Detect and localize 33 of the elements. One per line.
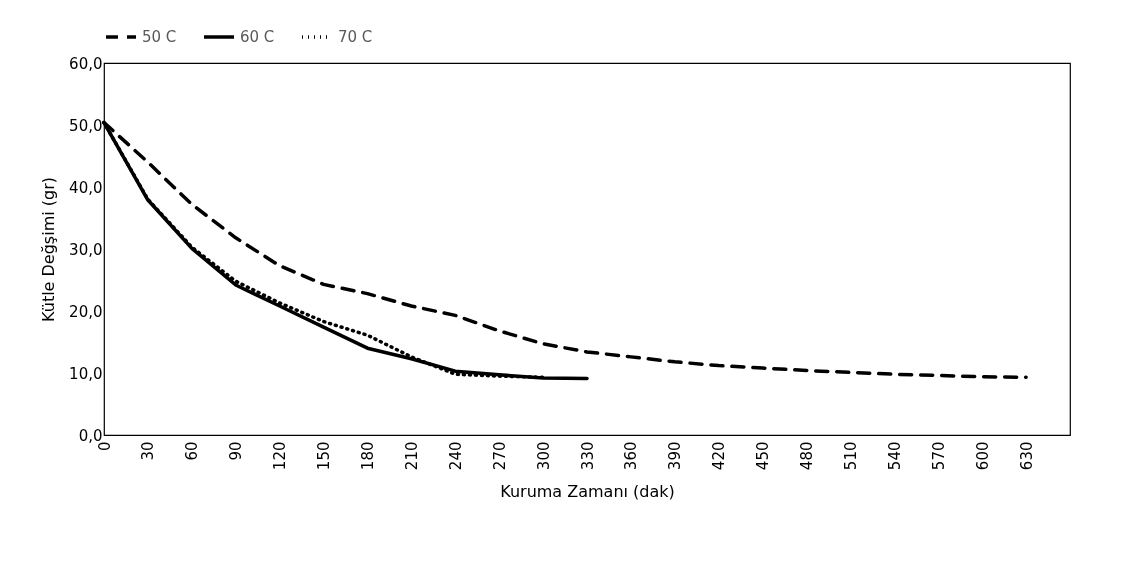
x-tick-label: 510 [841,441,860,471]
x-tick-label: 180 [358,441,377,471]
x-tick-label: 120 [271,441,290,471]
y-tick-label: 10,0 [69,364,103,383]
x-tick-label: 600 [973,441,992,471]
x-axis-title: Kuruma Zamanı (dak) [500,482,675,502]
x-tick-label: 30 [139,441,158,461]
y-tick-label: 50,0 [69,116,103,135]
x-tick-label: 150 [315,441,334,471]
x-tick-label: 570 [929,441,948,471]
x-tick-label: 90 [227,441,246,461]
x-tick-label: 210 [402,441,421,471]
legend-label: 70 C [338,28,373,46]
x-tick-label: 0 [95,441,114,452]
x-tick-label: 360 [622,441,641,471]
x-tick-label: 330 [578,441,597,471]
x-tick-label: 420 [710,441,729,471]
x-tick-label: 60 [183,441,202,461]
x-tick-label: 300 [534,441,553,471]
x-tick-label: 630 [1017,441,1036,471]
legend-label: 60 C [240,28,275,46]
x-tick-label: 270 [490,441,509,471]
y-tick-label: 30,0 [69,240,103,259]
y-tick-label: 40,0 [69,178,103,197]
x-tick-label: 240 [446,441,465,471]
legend-label: 50 C [142,28,177,46]
y-tick-label: 60,0 [69,54,103,73]
x-tick-label: 540 [885,441,904,471]
y-axis-title: Kütle Değşimi (gr) [39,177,59,322]
y-tick-label: 20,0 [69,302,103,321]
x-tick-label: 390 [666,441,685,471]
x-tick-label: 480 [798,441,817,471]
x-tick-label: 450 [754,441,773,471]
